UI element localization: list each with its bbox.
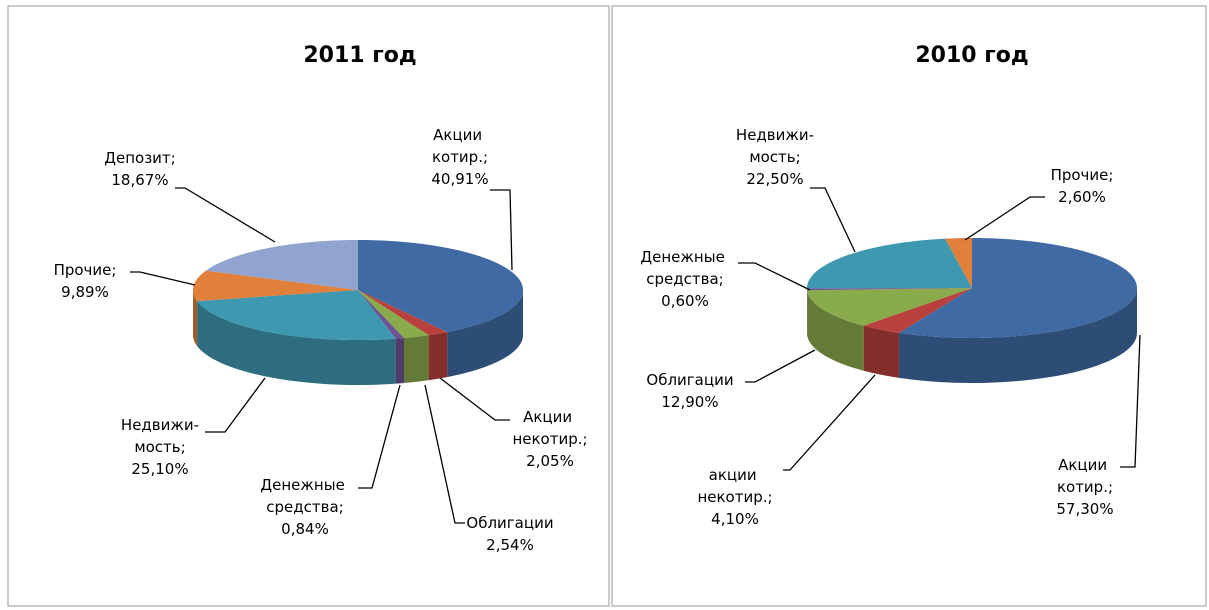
data-label-value: 12,90% [661, 393, 718, 411]
data-label-value: 25,10% [131, 460, 188, 478]
data-label-value: 2,54% [486, 536, 534, 554]
data-label-category: Денежные средства; [260, 476, 349, 516]
data-label-category: Акции котир.; [432, 126, 488, 166]
data-label-category: Акции котир.; [1057, 456, 1113, 496]
pie-side [404, 335, 429, 384]
data-label-category: Прочие; [54, 261, 117, 279]
leader-line [175, 187, 276, 243]
pie-slice [807, 288, 972, 326]
data-label-value: 57,30% [1056, 500, 1113, 518]
pie-slice [898, 238, 1137, 338]
leader-line [738, 262, 811, 291]
data-label-value: 22,50% [746, 170, 803, 188]
data-label-value: 0,84% [281, 520, 329, 538]
leader-line [964, 196, 1045, 241]
data-label-value: 4,10% [711, 510, 759, 528]
data-label-value: 40,91% [431, 170, 488, 188]
data-label-category: Депозит; [104, 149, 175, 167]
pie-side [447, 290, 523, 378]
leader-line [130, 271, 196, 286]
chart-title: 2010 год [915, 43, 1028, 68]
leader-line [810, 187, 856, 253]
pie-slice [358, 290, 448, 336]
pie-side [807, 290, 864, 371]
pie-side [428, 332, 448, 381]
leader-line [745, 349, 816, 383]
pie-slice [358, 240, 523, 333]
pie-side [898, 288, 1137, 383]
pie-slice [197, 290, 396, 340]
pie-slice [358, 290, 405, 339]
pie-side [863, 325, 899, 378]
data-label-value: 9,89% [61, 283, 109, 301]
leader-line [439, 377, 510, 421]
data-label-category: акции некотир.; [697, 466, 772, 506]
data-label-category: Прочие; [1051, 166, 1114, 184]
data-label-category: Недвижи-мость; [121, 416, 199, 456]
data-label-category: Денежные средства; [640, 248, 729, 288]
leader-line [358, 384, 401, 489]
data-label-value: 2,05% [526, 452, 574, 470]
leader-line [424, 384, 465, 524]
data-label-category: Акции некотир.; [512, 408, 587, 448]
leader-line [205, 377, 266, 433]
pie-slice [193, 270, 358, 302]
leader-line [490, 189, 513, 271]
data-label-category: Облигации [466, 514, 553, 532]
data-label-value: 2,60% [1058, 188, 1106, 206]
pie-side [395, 338, 405, 384]
pie-side [197, 301, 396, 385]
pie-slice [205, 240, 358, 290]
pie-slice [807, 288, 972, 291]
data-label-value: 18,67% [111, 171, 168, 189]
data-label-category: Облигации [646, 371, 733, 389]
pie-slice [863, 288, 972, 333]
data-label-value: 0,60% [661, 292, 709, 310]
pie-slice [945, 238, 972, 288]
leader-line [783, 374, 876, 471]
pie-side [193, 290, 198, 347]
data-label-category: Недвижи-мость; [736, 126, 814, 166]
chart-title: 2011 год [303, 43, 416, 68]
pie-slice [358, 290, 429, 339]
pie-slice [807, 238, 972, 289]
leader-line [1120, 334, 1141, 468]
